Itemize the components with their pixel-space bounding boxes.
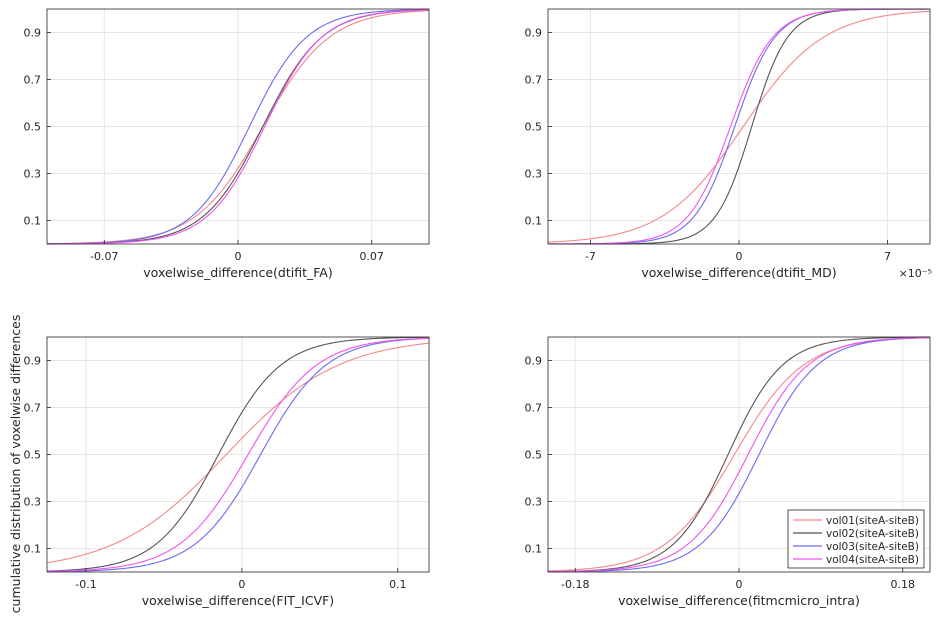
x-axis-exponent: ×10⁻⁵ <box>899 267 932 280</box>
y-tick-label: 0.9 <box>24 27 42 40</box>
x-tick-label: 0 <box>235 250 242 263</box>
series-line-2 <box>547 336 931 573</box>
x-tick-label: 0 <box>736 578 743 591</box>
x-axis-label: voxelwise_difference(FIT_ICVF) <box>142 593 334 608</box>
series-line-2 <box>46 336 430 572</box>
y-tick-label: 0.9 <box>525 355 543 368</box>
y-tick-label: 0.7 <box>24 402 42 415</box>
series-line-3 <box>46 8 430 245</box>
y-tick-label: 0.3 <box>24 496 42 509</box>
x-tick-label: -0.18 <box>561 578 589 591</box>
series-line-3 <box>46 337 430 573</box>
y-tick-label: 0.1 <box>525 215 543 228</box>
y-tick-label: 0.1 <box>24 215 42 228</box>
x-tick-label: 0.07 <box>359 250 384 263</box>
x-tick-label: 0.18 <box>890 578 915 591</box>
x-tick-label: 0.1 <box>389 578 407 591</box>
x-tick-label: -0.1 <box>75 578 96 591</box>
y-tick-label: 0.7 <box>525 402 543 415</box>
x-axis-label: voxelwise_difference(dtifit_MD) <box>641 265 836 280</box>
y-tick-label: 0.9 <box>525 27 543 40</box>
y-tick-label: 0.5 <box>525 449 543 462</box>
legend: vol01(siteA-siteB)vol02(siteA-siteB)vol0… <box>787 509 925 569</box>
series-line-4 <box>46 337 430 572</box>
legend-entry-4: vol04(siteA-siteB) <box>826 554 919 566</box>
x-tick-label: 7 <box>884 250 891 263</box>
y-tick-label: 0.7 <box>525 74 543 87</box>
panel-2: -7 0 7 0.1 0.3 0.5 0.7 0.9 voxelwise_difference(… <box>525 8 932 280</box>
y-tick-label: 0.3 <box>525 496 543 509</box>
panel-1: -0.07 0 0.07 0.1 0.3 0.5 0.7 0.9 voxelwise_diffe… <box>24 8 430 280</box>
legend-entry-1: vol01(siteA-siteB) <box>826 515 919 527</box>
y-tick-label: 0.5 <box>24 449 42 462</box>
series-line-1 <box>46 10 430 245</box>
legend-entry-3: vol03(siteA-siteB) <box>826 541 919 553</box>
x-tick-label: -0.07 <box>90 250 118 263</box>
y-tick-label: 0.5 <box>525 121 543 134</box>
x-tick-label: 0 <box>736 250 743 263</box>
series-line-1 <box>46 342 430 564</box>
x-tick-label: 0 <box>238 578 245 591</box>
series-line-3 <box>547 337 931 573</box>
panel-3: -0.1 0 0.1 0.1 0.3 0.5 0.7 0.9 voxelwise_differe… <box>24 336 430 608</box>
figure-ylabel: cumulative distribution of voxelwise dif… <box>8 315 23 614</box>
series-line-4 <box>47 9 430 245</box>
x-tick-label: -7 <box>585 250 596 263</box>
y-tick-label: 0.1 <box>525 543 543 556</box>
series-line-1 <box>547 10 931 243</box>
y-tick-label: 0.9 <box>24 355 42 368</box>
y-tick-label: 0.3 <box>525 168 543 181</box>
legend-entry-2: vol02(siteA-siteB) <box>826 528 919 540</box>
y-tick-label: 0.5 <box>24 121 42 134</box>
y-tick-label: 0.7 <box>24 74 42 87</box>
y-tick-label: 0.1 <box>24 543 42 556</box>
series-line-1 <box>547 337 931 572</box>
y-tick-label: 0.3 <box>24 168 42 181</box>
x-axis-label: voxelwise_difference(fitmcmicro_intra) <box>618 593 860 608</box>
x-axis-label: voxelwise_difference(dtifit_FA) <box>143 265 332 280</box>
series-line-4 <box>547 337 931 573</box>
